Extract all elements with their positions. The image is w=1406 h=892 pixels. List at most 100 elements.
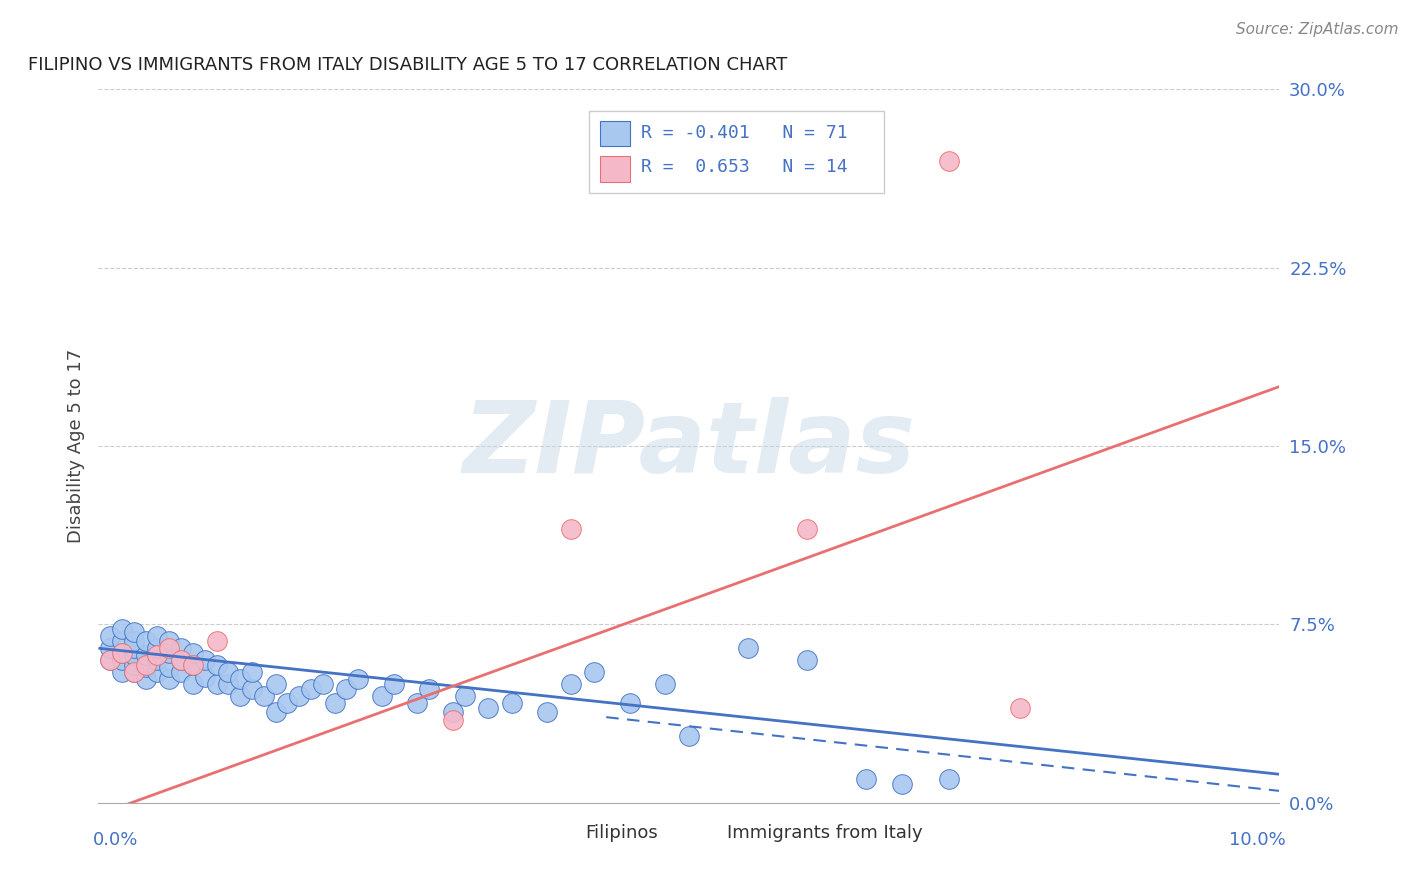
Point xyxy=(453,689,475,703)
Point xyxy=(170,665,193,679)
Point xyxy=(194,670,217,684)
Point xyxy=(146,653,169,667)
Point xyxy=(335,681,357,696)
Point xyxy=(654,677,676,691)
Point xyxy=(264,706,287,720)
Point xyxy=(217,665,239,679)
Point xyxy=(170,641,193,656)
Point xyxy=(98,629,121,643)
Point xyxy=(288,689,311,703)
FancyBboxPatch shape xyxy=(600,120,630,146)
Point xyxy=(98,653,121,667)
Point xyxy=(619,696,641,710)
Point xyxy=(406,696,429,710)
Point xyxy=(536,706,558,720)
Text: FILIPINO VS IMMIGRANTS FROM ITALY DISABILITY AGE 5 TO 17 CORRELATION CHART: FILIPINO VS IMMIGRANTS FROM ITALY DISABI… xyxy=(28,56,787,74)
Point xyxy=(205,657,228,672)
Point xyxy=(560,522,582,536)
Point xyxy=(229,689,252,703)
Text: R = -0.401   N = 71: R = -0.401 N = 71 xyxy=(641,124,848,142)
Point xyxy=(583,665,606,679)
Point xyxy=(181,646,204,660)
Point xyxy=(890,777,912,791)
Point xyxy=(299,681,322,696)
Text: Source: ZipAtlas.com: Source: ZipAtlas.com xyxy=(1236,22,1399,37)
Point xyxy=(135,660,157,674)
Point xyxy=(181,677,204,691)
Point xyxy=(170,653,193,667)
Point xyxy=(111,622,134,636)
Point xyxy=(938,772,960,786)
FancyBboxPatch shape xyxy=(695,822,721,844)
Point xyxy=(181,657,204,672)
Point xyxy=(477,700,499,714)
Point xyxy=(122,665,145,679)
Point xyxy=(938,153,960,168)
Point xyxy=(796,522,818,536)
Point xyxy=(229,672,252,686)
Point xyxy=(170,653,193,667)
Point xyxy=(312,677,335,691)
Point xyxy=(157,672,180,686)
Point xyxy=(146,641,169,656)
Text: Filipinos: Filipinos xyxy=(585,824,658,842)
Point xyxy=(796,653,818,667)
Point xyxy=(441,713,464,727)
Point xyxy=(323,696,346,710)
Point xyxy=(347,672,370,686)
Point xyxy=(240,665,263,679)
Point xyxy=(264,677,287,691)
Point xyxy=(146,629,169,643)
Point xyxy=(157,660,180,674)
Point xyxy=(240,681,263,696)
Point xyxy=(122,657,145,672)
Point xyxy=(205,677,228,691)
Point xyxy=(135,672,157,686)
Point xyxy=(122,665,145,679)
Point xyxy=(737,641,759,656)
Point xyxy=(98,653,121,667)
Point xyxy=(111,634,134,648)
Point xyxy=(157,641,180,656)
Point xyxy=(253,689,276,703)
FancyBboxPatch shape xyxy=(553,822,579,844)
Point xyxy=(371,689,394,703)
Point xyxy=(111,646,134,660)
Point xyxy=(560,677,582,691)
Point xyxy=(122,648,145,663)
FancyBboxPatch shape xyxy=(589,111,884,193)
Point xyxy=(418,681,440,696)
Point xyxy=(122,634,145,648)
Point xyxy=(441,706,464,720)
Point xyxy=(1008,700,1031,714)
Point xyxy=(98,641,121,656)
Point xyxy=(276,696,298,710)
Point xyxy=(217,677,239,691)
Y-axis label: Disability Age 5 to 17: Disability Age 5 to 17 xyxy=(66,349,84,543)
Point xyxy=(501,696,523,710)
Text: 0.0%: 0.0% xyxy=(93,831,138,849)
Point xyxy=(122,641,145,656)
Point xyxy=(111,653,134,667)
Text: 10.0%: 10.0% xyxy=(1229,831,1285,849)
Text: ZIPatlas: ZIPatlas xyxy=(463,398,915,494)
Text: Immigrants from Italy: Immigrants from Italy xyxy=(727,824,922,842)
Point xyxy=(194,653,217,667)
Point xyxy=(181,657,204,672)
Point xyxy=(157,634,180,648)
Text: R =  0.653   N = 14: R = 0.653 N = 14 xyxy=(641,159,848,177)
Point xyxy=(135,634,157,648)
Point xyxy=(146,648,169,663)
Point xyxy=(382,677,405,691)
Point xyxy=(205,634,228,648)
FancyBboxPatch shape xyxy=(600,156,630,182)
Point xyxy=(678,729,700,743)
Point xyxy=(157,646,180,660)
Point xyxy=(135,657,157,672)
Point xyxy=(135,648,157,663)
Point xyxy=(122,624,145,639)
Point xyxy=(111,665,134,679)
Point xyxy=(111,646,134,660)
Point xyxy=(146,665,169,679)
Point xyxy=(855,772,877,786)
